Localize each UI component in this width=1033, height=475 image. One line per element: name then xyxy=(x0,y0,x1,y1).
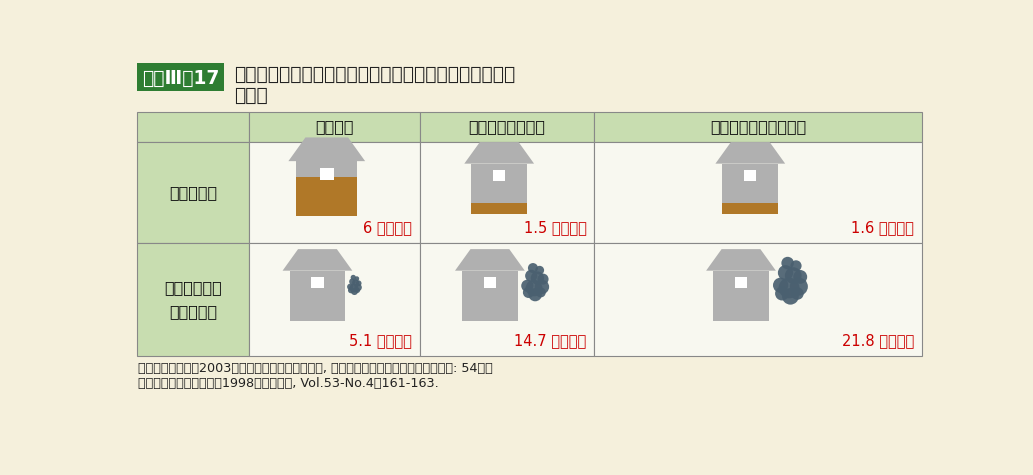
Polygon shape xyxy=(707,249,776,271)
Bar xyxy=(137,113,249,142)
Text: 木造住宅: 木造住宅 xyxy=(315,120,353,134)
Bar xyxy=(137,243,249,356)
Circle shape xyxy=(528,263,538,273)
Text: 材料製造時の
炭素放出量: 材料製造時の 炭素放出量 xyxy=(164,280,222,319)
Text: 鉄骨プレハブ住宅: 鉄骨プレハブ住宅 xyxy=(468,120,545,134)
Circle shape xyxy=(791,287,804,300)
Circle shape xyxy=(779,277,800,298)
Circle shape xyxy=(523,287,534,298)
Bar xyxy=(249,142,419,243)
Circle shape xyxy=(354,276,359,281)
Text: 6 炭素トン: 6 炭素トン xyxy=(364,221,412,236)
Circle shape xyxy=(526,280,542,296)
Polygon shape xyxy=(455,249,525,271)
Bar xyxy=(137,142,249,243)
Circle shape xyxy=(790,260,802,271)
Text: 崎泰男、大熊幹章（1998）木材工業, Vol.53-No.4：161-163.: 崎泰男、大熊幹章（1998）木材工業, Vol.53-No.4：161-163. xyxy=(138,377,439,390)
Circle shape xyxy=(785,267,802,284)
Bar xyxy=(594,142,921,243)
Bar xyxy=(594,243,921,356)
Text: 排出量: 排出量 xyxy=(233,86,268,105)
Bar xyxy=(311,277,323,288)
Polygon shape xyxy=(288,137,365,161)
Text: 資料：大熊幹章（2003）地球環境保全と木材利用, 一般社団法人全国林業改良普及協会: 54、岡: 資料：大熊幹章（2003）地球環境保全と木材利用, 一般社団法人全国林業改良普及… xyxy=(138,362,493,375)
Circle shape xyxy=(522,280,533,292)
Circle shape xyxy=(347,284,353,290)
Bar xyxy=(419,243,594,356)
Polygon shape xyxy=(464,142,534,164)
Circle shape xyxy=(355,280,362,286)
Bar xyxy=(471,164,527,214)
Polygon shape xyxy=(716,142,785,164)
Bar xyxy=(493,170,505,180)
Bar xyxy=(471,203,527,214)
Bar xyxy=(419,113,594,142)
Circle shape xyxy=(348,287,354,293)
Text: 1.5 炭素トン: 1.5 炭素トン xyxy=(524,221,587,236)
Circle shape xyxy=(536,287,545,297)
Circle shape xyxy=(531,271,544,285)
Circle shape xyxy=(352,279,359,286)
Bar xyxy=(462,271,518,321)
Bar xyxy=(734,277,747,288)
Text: 資料Ⅲ－17: 資料Ⅲ－17 xyxy=(142,69,219,88)
Text: 21.8 炭素トン: 21.8 炭素トン xyxy=(842,333,914,348)
Bar xyxy=(249,243,419,356)
Bar xyxy=(594,113,921,142)
Polygon shape xyxy=(283,249,352,271)
Circle shape xyxy=(775,286,789,301)
Circle shape xyxy=(535,280,550,294)
Circle shape xyxy=(354,288,361,293)
Text: 鉄筋コンクリート住宅: 鉄筋コンクリート住宅 xyxy=(710,120,806,134)
Circle shape xyxy=(773,277,788,293)
Bar xyxy=(722,164,778,214)
Text: 住宅一戸当たりの炭素豏蔵量と材料製造時の二酸化炭素: 住宅一戸当たりの炭素豏蔵量と材料製造時の二酸化炭素 xyxy=(233,65,515,84)
Circle shape xyxy=(537,274,549,285)
Circle shape xyxy=(781,257,794,269)
Bar xyxy=(483,277,496,288)
Bar xyxy=(249,113,419,142)
Bar xyxy=(296,161,357,216)
Circle shape xyxy=(535,266,544,275)
Bar xyxy=(320,168,334,180)
Circle shape xyxy=(354,284,362,291)
Text: 14.7 炭素トン: 14.7 炭素トン xyxy=(514,333,587,348)
FancyBboxPatch shape xyxy=(137,63,224,91)
Circle shape xyxy=(778,265,793,280)
Circle shape xyxy=(793,270,807,284)
Bar xyxy=(296,177,357,216)
Bar xyxy=(289,271,345,321)
Text: 1.6 炭素トン: 1.6 炭素トン xyxy=(851,221,914,236)
Bar xyxy=(713,271,769,321)
Circle shape xyxy=(790,277,808,295)
Bar xyxy=(722,203,778,214)
Circle shape xyxy=(350,275,356,280)
Bar xyxy=(419,142,594,243)
Circle shape xyxy=(782,288,799,304)
Circle shape xyxy=(351,288,358,295)
Bar xyxy=(744,170,756,180)
Circle shape xyxy=(349,284,358,293)
Circle shape xyxy=(529,288,542,301)
Circle shape xyxy=(525,270,537,282)
Circle shape xyxy=(349,278,355,285)
Text: 5.1 炭素トン: 5.1 炭素トン xyxy=(349,333,412,348)
Text: 炭素豏蔵量: 炭素豏蔵量 xyxy=(169,185,217,200)
